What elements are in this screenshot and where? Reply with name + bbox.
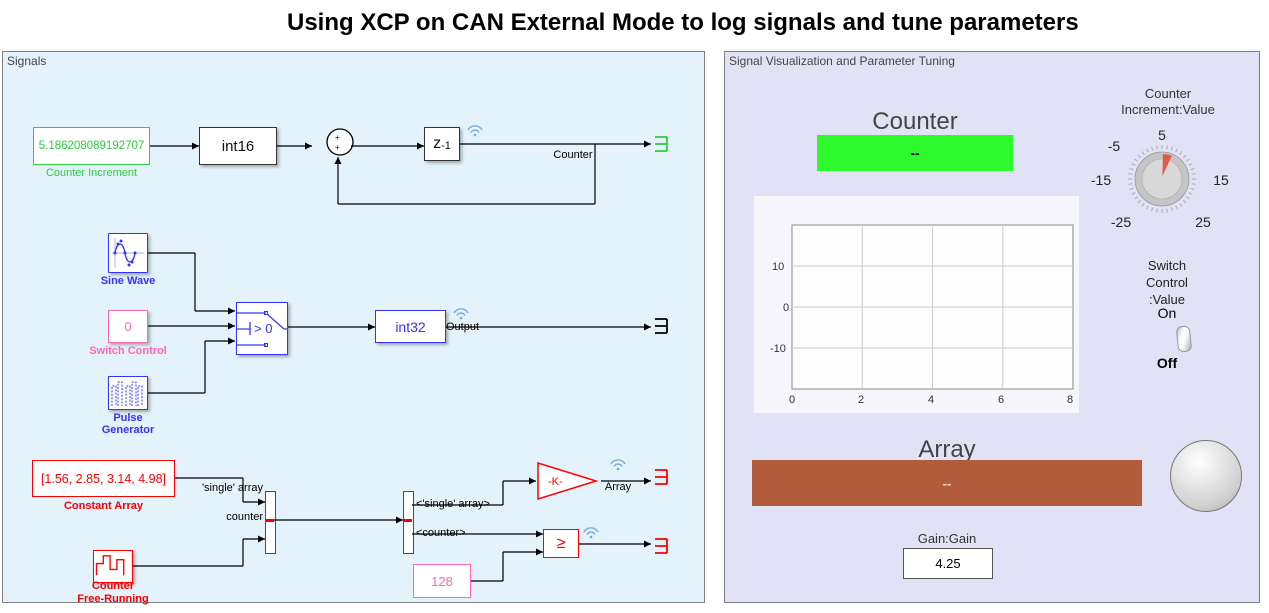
svg-text:5: 5 bbox=[1158, 127, 1166, 143]
svg-text:-5: -5 bbox=[1108, 138, 1121, 154]
svg-text:6: 6 bbox=[998, 394, 1004, 406]
svg-text:15: 15 bbox=[1213, 172, 1229, 188]
svg-text:-10: -10 bbox=[770, 343, 786, 355]
svg-text:25: 25 bbox=[1195, 214, 1211, 230]
svg-text:4: 4 bbox=[928, 394, 934, 406]
svg-text:8: 8 bbox=[1067, 394, 1073, 406]
svg-text:-25: -25 bbox=[1111, 214, 1131, 230]
svg-text:0: 0 bbox=[783, 302, 789, 314]
svg-text:0: 0 bbox=[789, 394, 795, 406]
svg-text:-15: -15 bbox=[1091, 172, 1111, 188]
svg-text:10: 10 bbox=[772, 261, 784, 273]
svg-text:2: 2 bbox=[858, 394, 864, 406]
